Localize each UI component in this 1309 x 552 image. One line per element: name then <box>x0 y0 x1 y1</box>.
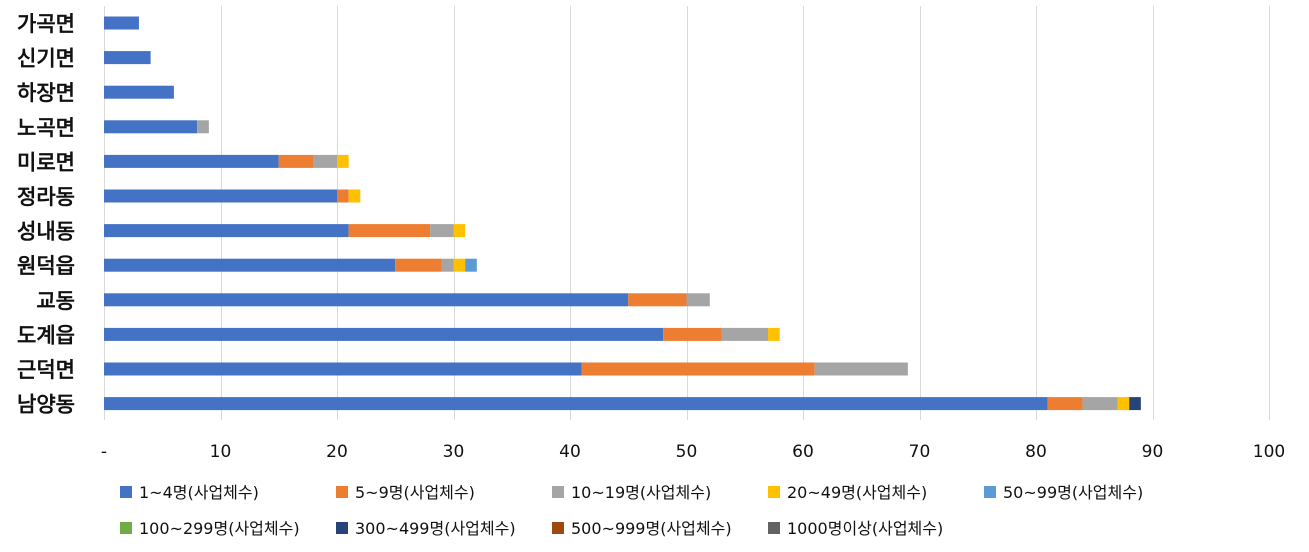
bar-segment <box>348 189 361 203</box>
legend-swatch <box>336 486 348 498</box>
category-label: 원덕읍 <box>17 254 75 278</box>
legend-label: 5~9명(사업체수) <box>355 483 475 502</box>
bar-segment <box>104 224 349 238</box>
bar-segment <box>441 258 454 272</box>
legend-swatch <box>552 522 564 534</box>
legend: 1~4명(사업체수) 5~9명(사업체수) 10~19명(사업체수) 20~49명(사… <box>120 483 1143 538</box>
legend-swatch <box>984 486 996 498</box>
bar-segment <box>1082 397 1118 411</box>
category-label: 신기면 <box>17 47 75 71</box>
x-tick-label: 30 <box>443 442 465 462</box>
x-tick-label: 10 <box>210 442 232 462</box>
legend-label: 1000명이상(사업체수) <box>787 519 943 538</box>
bar-segment <box>104 397 1048 411</box>
x-tick-label: 90 <box>1142 442 1164 462</box>
x-tick-label: 80 <box>1025 442 1047 462</box>
legend-label: 20~49명(사업체수) <box>787 483 927 502</box>
bar-segment <box>197 120 209 134</box>
bar-segment <box>1129 397 1141 411</box>
bar-segment <box>768 327 780 341</box>
bars <box>104 16 1141 411</box>
bar-segment <box>686 293 710 307</box>
bar-segment <box>104 362 582 376</box>
bar-segment <box>1047 397 1083 411</box>
bar-segment <box>104 51 151 65</box>
bar-segment <box>337 189 349 203</box>
bar-segment <box>278 154 314 168</box>
legend-swatch <box>336 522 348 534</box>
x-tick-labels: - 10 20 30 40 50 60 70 80 90 100 <box>101 442 1285 462</box>
category-label: 교동 <box>36 289 75 313</box>
bar-segment <box>663 327 722 341</box>
bar-segment <box>430 224 454 238</box>
bar-segment <box>104 154 279 168</box>
category-label: 가곡면 <box>17 12 75 36</box>
legend-label: 50~99명(사업체수) <box>1003 483 1143 502</box>
category-label: 성내동 <box>17 220 75 244</box>
bar-segment <box>348 224 431 238</box>
bar-segment <box>721 327 769 341</box>
legend-label: 100~299명(사업체수) <box>139 519 300 538</box>
category-label: 근덕면 <box>17 358 75 382</box>
legend-swatch <box>552 486 564 498</box>
bar-segment <box>104 120 198 134</box>
category-label: 도계읍 <box>17 323 75 347</box>
legend-label: 300~499명(사업체수) <box>355 519 516 538</box>
x-tick-label: 100 <box>1253 442 1285 462</box>
x-tick-label: 70 <box>909 442 931 462</box>
bar-segment <box>1117 397 1130 411</box>
bar-segment <box>337 154 349 168</box>
x-tick-label: 20 <box>326 442 348 462</box>
legend-label: 500~999명(사업체수) <box>571 519 732 538</box>
x-tick-label: - <box>101 442 107 462</box>
category-label: 남양동 <box>17 393 75 417</box>
bar-segment <box>104 293 629 307</box>
bar-segment <box>395 258 442 272</box>
bar-segment <box>104 16 139 30</box>
legend-label: 10~19명(사업체수) <box>571 483 711 502</box>
bar-segment <box>313 154 337 168</box>
category-label: 미로면 <box>17 150 75 174</box>
legend-swatch <box>120 486 132 498</box>
bar-segment <box>104 85 174 99</box>
bar-segment <box>104 258 396 272</box>
bar-segment <box>453 224 466 238</box>
category-label: 하장면 <box>17 81 75 105</box>
x-tick-label: 50 <box>676 442 698 462</box>
x-tick-label: 60 <box>792 442 814 462</box>
bar-segment <box>104 189 337 203</box>
legend-swatch <box>120 522 132 534</box>
bar-segment <box>104 327 664 341</box>
bar-segment <box>581 362 815 376</box>
legend-label: 1~4명(사업체수) <box>139 483 259 502</box>
category-label: 노곡면 <box>17 116 75 140</box>
legend-swatch <box>768 522 780 534</box>
bar-segment <box>465 258 477 272</box>
bar-segment <box>814 362 908 376</box>
legend-swatch <box>768 486 780 498</box>
bar-segment <box>628 293 687 307</box>
bar-segment <box>453 258 466 272</box>
category-label: 정라동 <box>17 185 75 209</box>
grid-lines <box>104 6 1270 420</box>
x-tick-label: 40 <box>559 442 581 462</box>
